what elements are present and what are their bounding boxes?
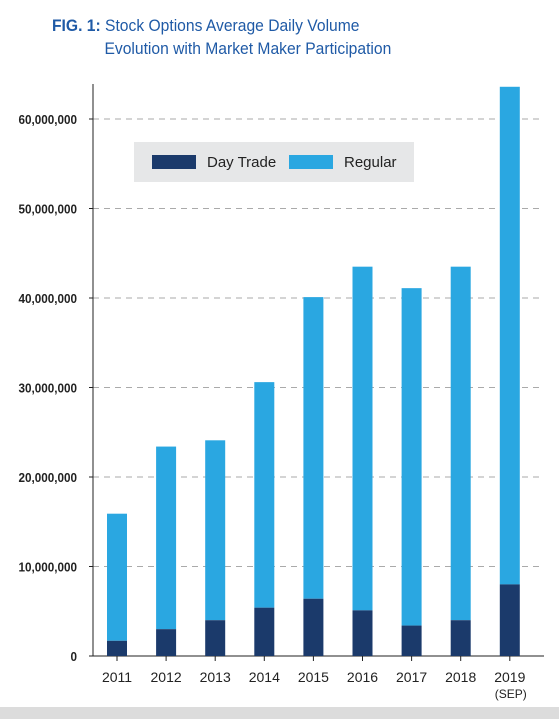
figure-label: FIG. 1: (52, 16, 101, 35)
bar-day-trade (205, 620, 226, 656)
title-line-1: Stock Options Average Daily Volume (105, 16, 360, 35)
legend-label-regular: Regular (344, 154, 397, 171)
bar-regular (352, 266, 373, 611)
bar-regular (303, 297, 324, 599)
bar-regular (205, 440, 226, 621)
y-tick-label: 60,000,000 (18, 112, 77, 127)
legend-label-day-trade: Day Trade (207, 154, 276, 171)
chart-title: FIG. 1: Stock Options Average Daily Volu… (52, 14, 391, 60)
bar-day-trade (156, 629, 177, 656)
bar-day-trade (107, 640, 127, 656)
y-tick-label: 40,000,000 (18, 291, 77, 306)
bar-day-trade (499, 584, 520, 656)
y-tick-label: 0 (70, 649, 77, 664)
x-tick-label: 2019 (494, 669, 525, 685)
y-tick-label: 50,000,000 (18, 202, 77, 217)
x-tick-sublabel: (SEP) (495, 687, 527, 701)
x-tick-label: 2017 (396, 669, 427, 685)
bar-day-trade (352, 610, 373, 656)
x-tick-label: 2014 (249, 669, 280, 685)
x-tick-label: 2018 (445, 669, 476, 685)
legend-swatch-day-trade (152, 155, 196, 169)
bar-day-trade (303, 598, 324, 656)
x-tick-label: 2016 (347, 669, 378, 685)
bar-day-trade (401, 625, 422, 656)
legend-swatch-regular (289, 155, 333, 169)
bar-regular (450, 266, 471, 621)
y-tick-label: 10,000,000 (18, 560, 77, 575)
bar-regular (254, 382, 275, 608)
x-tick-label: 2011 (102, 669, 132, 685)
bar-regular (401, 288, 422, 626)
y-tick-label: 20,000,000 (18, 470, 77, 485)
bar-regular (107, 513, 127, 641)
bottom-band (0, 707, 559, 719)
bar-regular (156, 446, 177, 630)
bar-regular (499, 86, 520, 585)
x-tick-label: 2015 (298, 669, 329, 685)
bar-day-trade (254, 607, 275, 656)
bar-day-trade (450, 620, 471, 656)
x-tick-label: 2012 (151, 669, 182, 685)
y-tick-label: 30,000,000 (18, 381, 77, 396)
title-line-2: Evolution with Market Maker Participatio… (104, 39, 392, 58)
x-tick-label: 2013 (200, 669, 231, 685)
